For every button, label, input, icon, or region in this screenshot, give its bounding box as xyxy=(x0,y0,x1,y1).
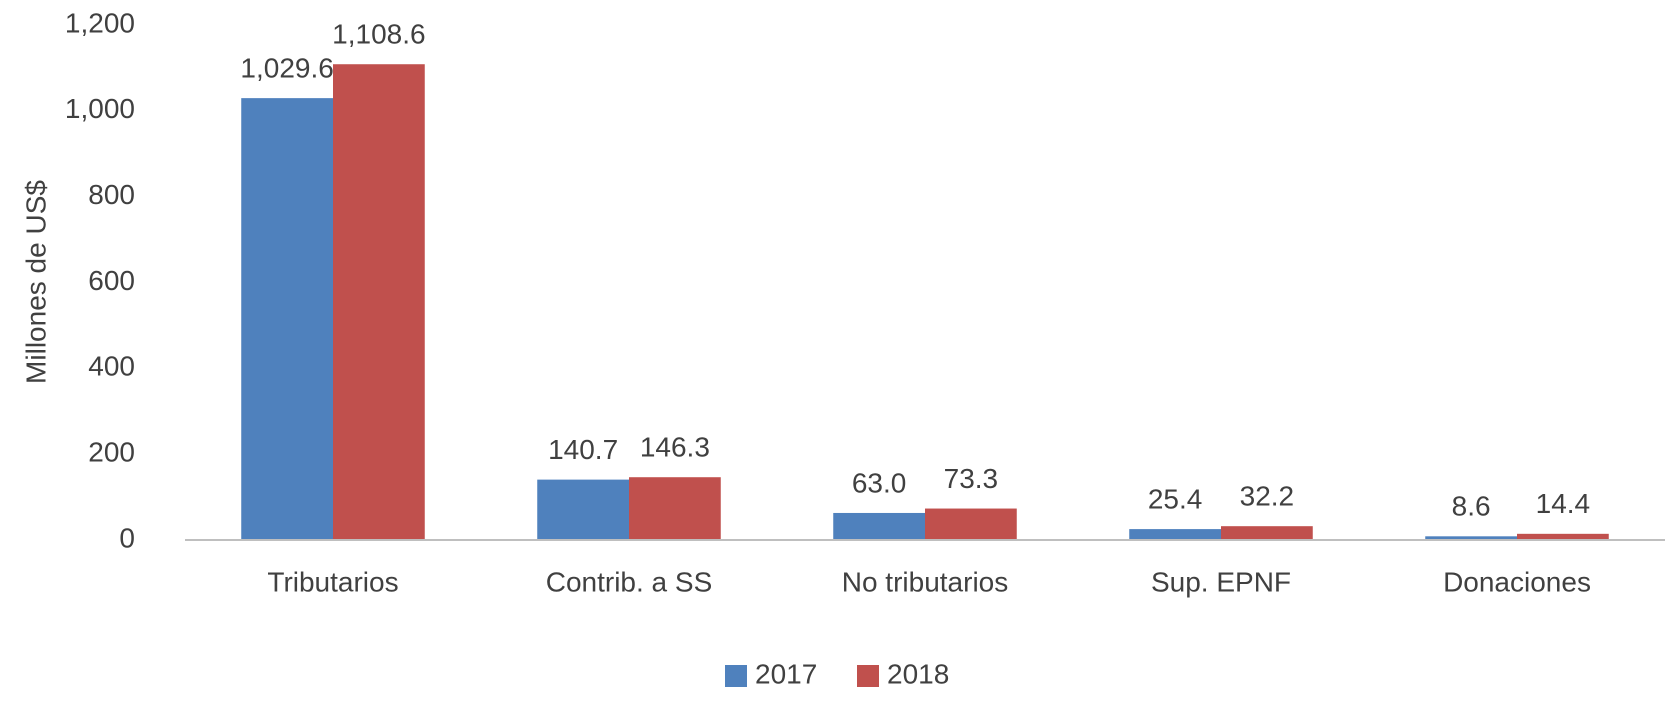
y-tick-label: 400 xyxy=(88,351,135,382)
data-label: 63.0 xyxy=(852,467,907,498)
bar xyxy=(1517,533,1609,540)
bar xyxy=(925,508,1017,540)
legend-label: 2018 xyxy=(887,658,949,689)
bar xyxy=(1221,526,1313,540)
y-tick-label: 1,200 xyxy=(65,7,135,38)
x-tick-label: Donaciones xyxy=(1443,566,1591,597)
x-tick-label: Tributarios xyxy=(267,566,398,597)
bar xyxy=(333,64,425,540)
y-axis-label: Millones de US$ xyxy=(20,180,51,384)
data-label: 14.4 xyxy=(1536,488,1591,519)
y-tick-label: 800 xyxy=(88,179,135,210)
bar xyxy=(241,98,333,540)
bar xyxy=(629,477,721,540)
data-label: 8.6 xyxy=(1452,491,1491,522)
y-tick-label: 1,000 xyxy=(65,93,135,124)
data-label: 1,029.6 xyxy=(240,53,333,84)
data-label: 32.2 xyxy=(1240,481,1295,512)
y-tick-label: 600 xyxy=(88,265,135,296)
x-tick-label: No tributarios xyxy=(842,566,1009,597)
bar xyxy=(1425,536,1517,540)
y-tick-label: 0 xyxy=(119,522,135,553)
legend-swatch xyxy=(857,665,879,687)
x-tick-label: Contrib. a SS xyxy=(546,566,713,597)
y-tick-label: 200 xyxy=(88,437,135,468)
bar xyxy=(537,479,629,540)
legend-swatch xyxy=(725,665,747,687)
bar xyxy=(1129,529,1221,540)
data-label: 1,108.6 xyxy=(332,19,425,50)
legend-label: 2017 xyxy=(755,658,817,689)
x-tick-label: Sup. EPNF xyxy=(1151,566,1291,597)
data-label: 140.7 xyxy=(548,434,618,465)
data-label: 25.4 xyxy=(1148,483,1203,514)
data-label: 146.3 xyxy=(640,432,710,463)
bar xyxy=(833,512,925,540)
data-label: 73.3 xyxy=(944,463,999,494)
